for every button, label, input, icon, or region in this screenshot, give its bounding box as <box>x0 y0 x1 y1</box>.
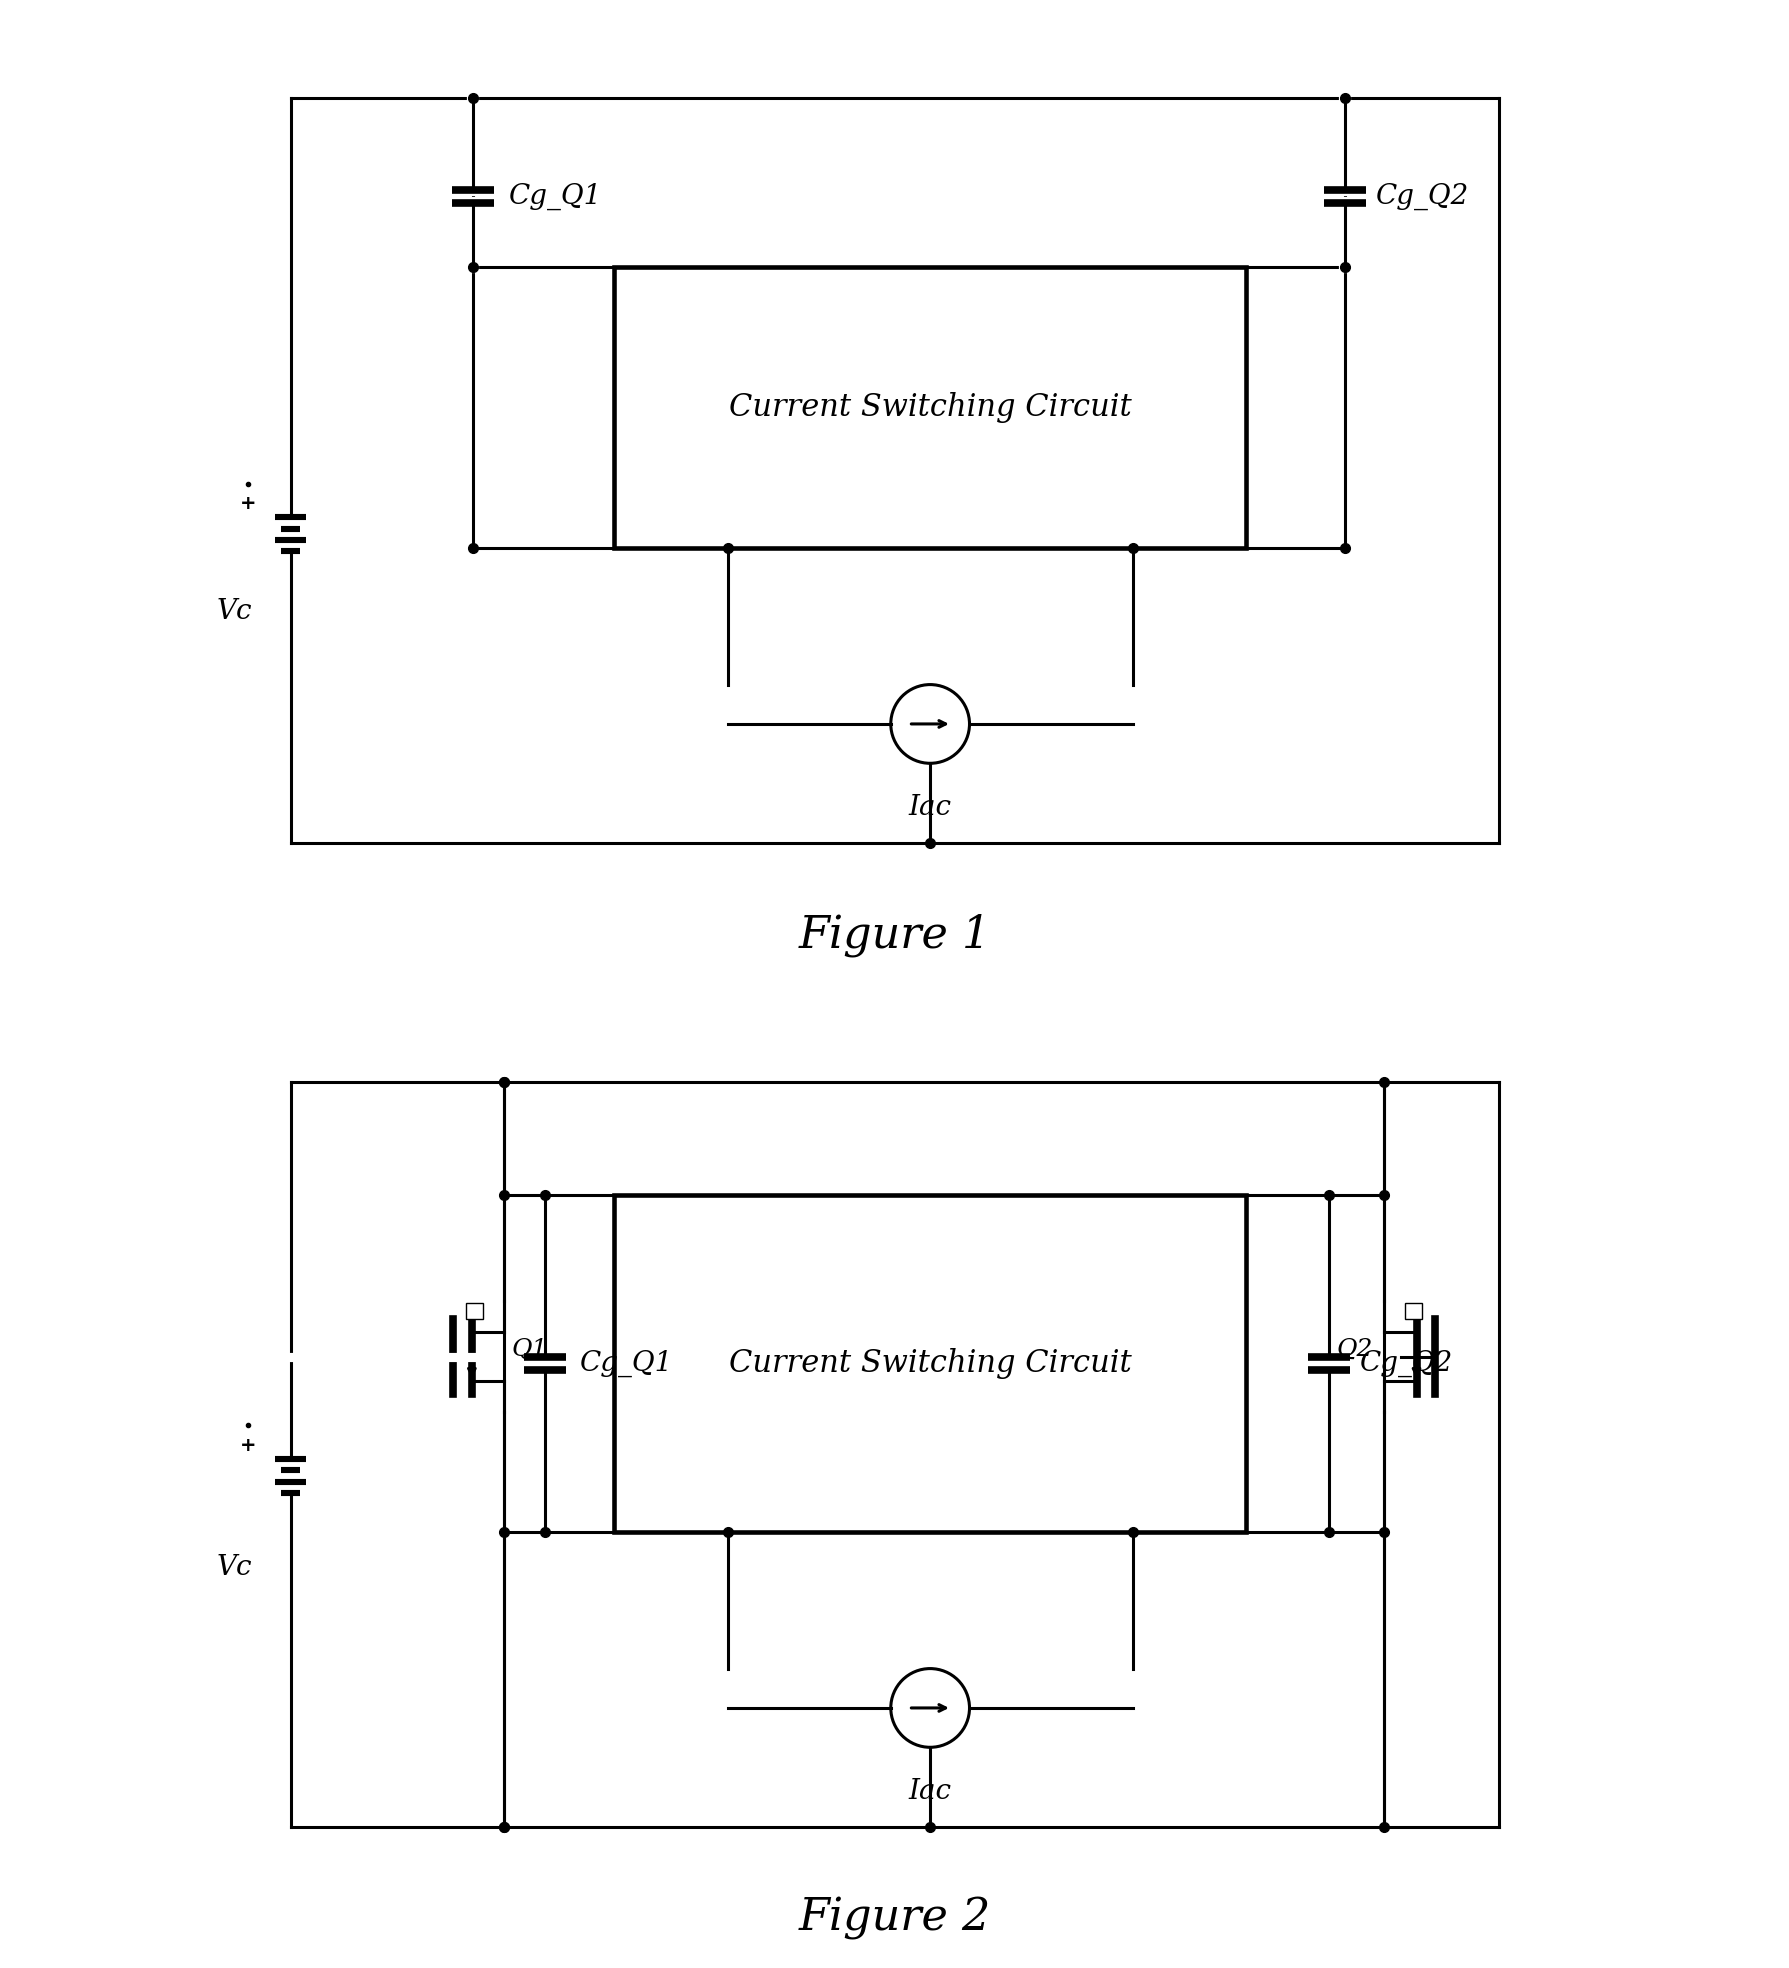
Text: Figure 1: Figure 1 <box>798 913 991 956</box>
Text: Q1: Q1 <box>512 1338 547 1362</box>
Bar <box>614 1195 1245 1533</box>
Text: Cg_Q2: Cg_Q2 <box>1376 183 1469 211</box>
Bar <box>465 1303 483 1319</box>
Text: +: + <box>240 494 256 514</box>
Text: +: + <box>240 1435 256 1454</box>
Bar <box>1404 1303 1420 1319</box>
Text: Iac: Iac <box>909 795 952 821</box>
Text: Cg_Q2: Cg_Q2 <box>1360 1350 1453 1378</box>
Bar <box>614 268 1245 549</box>
Text: Iac: Iac <box>909 1779 952 1805</box>
Text: Q2: Q2 <box>1336 1338 1372 1362</box>
Text: Current Switching Circuit: Current Switching Circuit <box>728 1348 1131 1380</box>
Text: Vc: Vc <box>216 598 252 626</box>
Text: Cg_Q1: Cg_Q1 <box>508 183 601 211</box>
Text: Vc: Vc <box>216 1555 252 1580</box>
Text: Current Switching Circuit: Current Switching Circuit <box>728 392 1131 423</box>
Text: Cg_Q1: Cg_Q1 <box>580 1350 673 1378</box>
Text: Figure 2: Figure 2 <box>798 1897 991 1940</box>
